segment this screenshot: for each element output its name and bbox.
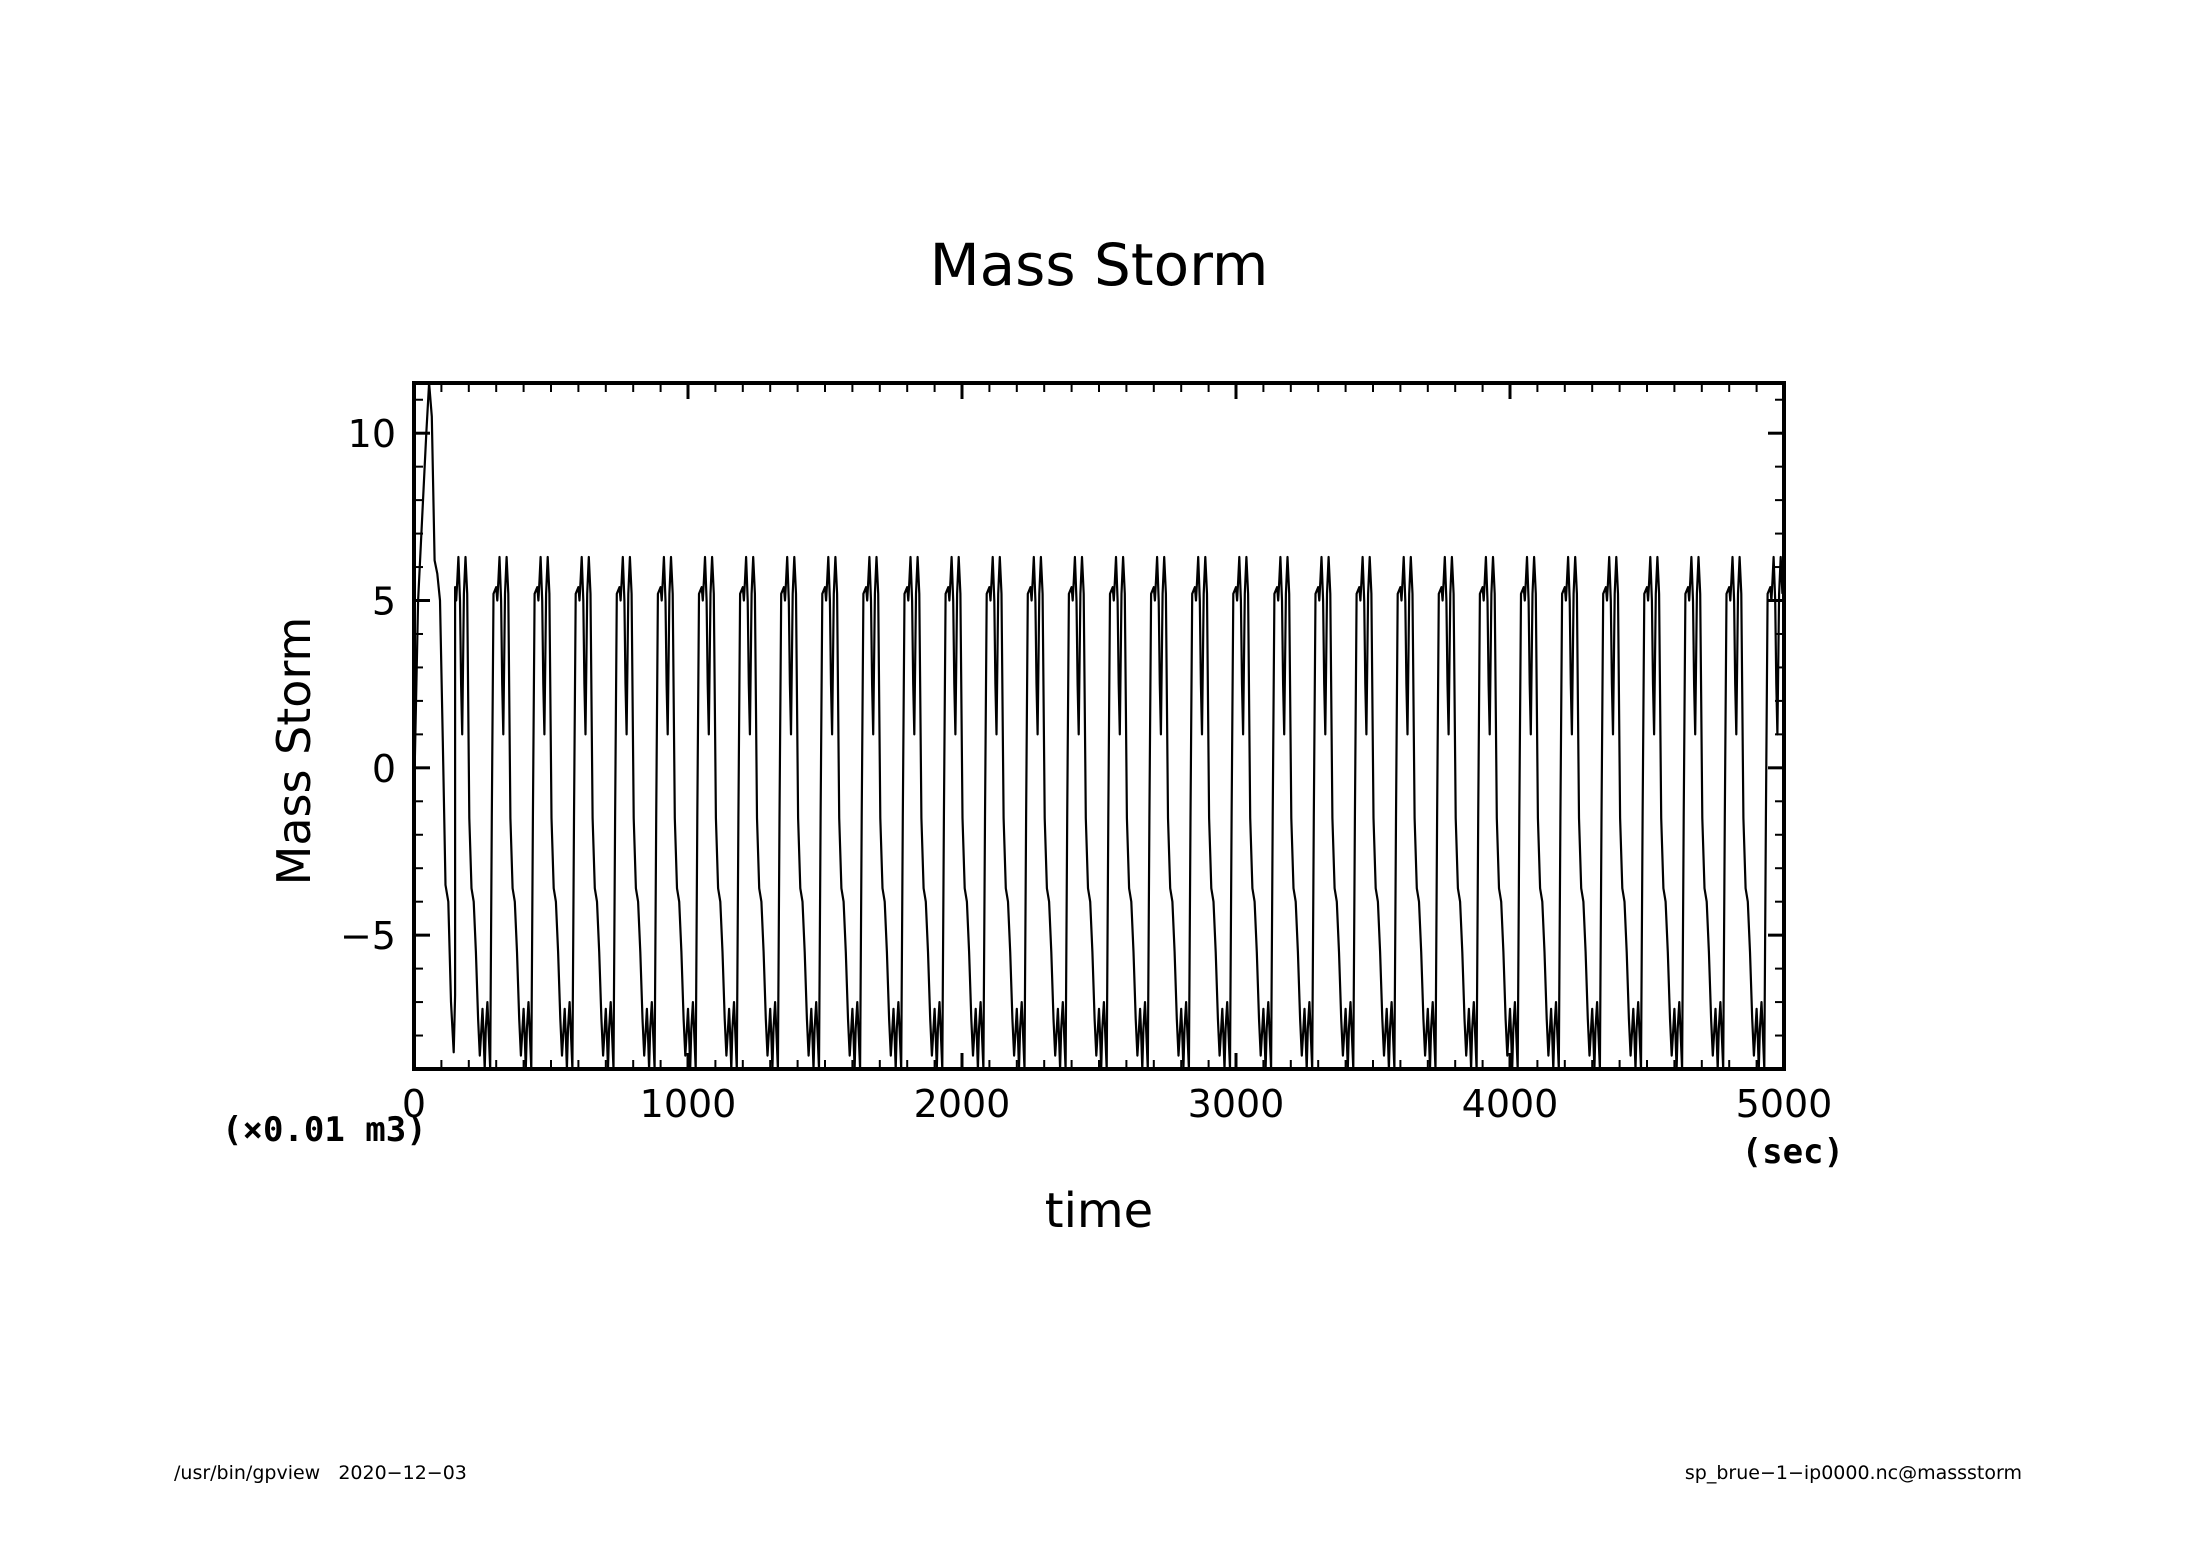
series-line-mass-storm xyxy=(414,383,1784,1069)
y-tick-label: 10 xyxy=(348,412,396,456)
y-axis-label: Mass Storm xyxy=(267,617,321,886)
x-axis-label: time xyxy=(1045,1183,1153,1239)
x-tick-labels: 0 1000 2000 3000 4000 5000 xyxy=(402,1082,1832,1126)
footer-right-text: sp_brue−1−ip0000.nc@massstorm xyxy=(1684,1462,2022,1484)
x-tick-label: 2000 xyxy=(914,1082,1011,1126)
x-tick-label: 0 xyxy=(402,1082,426,1126)
x-axis-unit: (sec) xyxy=(1742,1132,1844,1172)
y-tick-label: 0 xyxy=(372,747,396,791)
plot-frame xyxy=(412,381,1786,1071)
x-tick-label: 5000 xyxy=(1736,1082,1833,1126)
y-tick-labels: −5 0 5 10 xyxy=(340,412,396,958)
y-axis-unit: (×0.01 m3) xyxy=(222,1110,427,1150)
y-tick-label: −5 xyxy=(340,914,396,958)
x-tick-label: 1000 xyxy=(640,1082,737,1126)
y-tick-label: 5 xyxy=(372,580,396,624)
footer-left-text: /usr/bin/gpview 2020−12−03 xyxy=(174,1462,467,1484)
x-tick-label: 4000 xyxy=(1462,1082,1559,1126)
chart-title: Mass Storm xyxy=(930,231,1269,299)
x-tick-label: 3000 xyxy=(1188,1082,1285,1126)
